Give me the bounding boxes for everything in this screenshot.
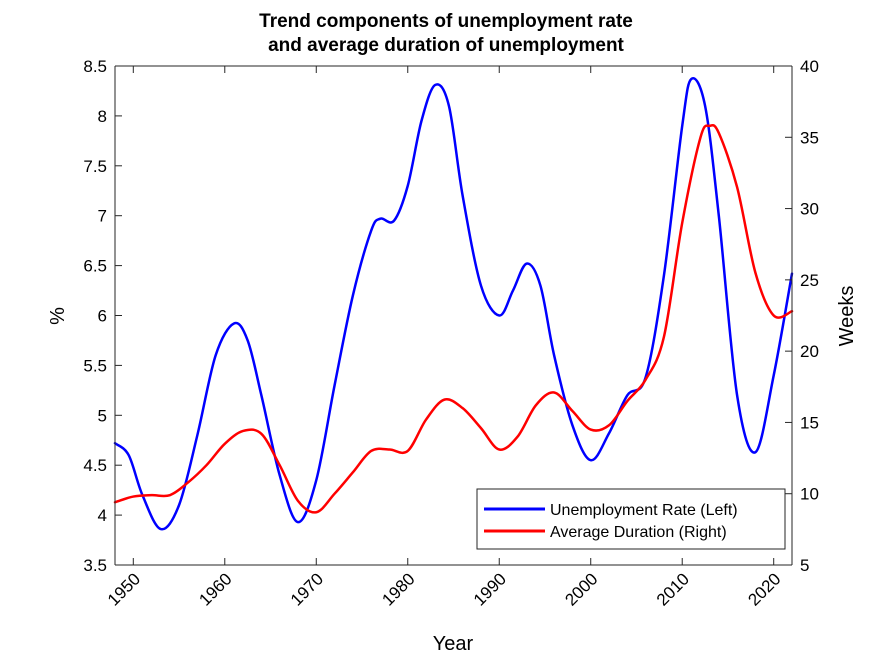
series-line-average-duration — [113, 123, 794, 514]
series-line-unemployment-rate — [113, 76, 794, 531]
y-right-tick-label-20: 20 — [800, 342, 819, 361]
y-left-tick-label-7.5: 7.5 — [83, 157, 107, 176]
y-right-tick-label-10: 10 — [800, 485, 819, 504]
y-left-tick-label-6: 6 — [98, 307, 107, 326]
legend-label-unemployment-rate: Unemployment Rate (Left) — [550, 502, 738, 519]
y-left-tick-label-6.5: 6.5 — [83, 257, 107, 276]
y-left-tick-label-8.5: 8.5 — [83, 57, 107, 76]
y-left-tick-label-4: 4 — [98, 506, 107, 525]
legend: Unemployment Rate (Left) Average Duratio… — [476, 488, 786, 550]
y-left-tick-label-5: 5 — [98, 406, 107, 425]
y-axis-left-label: % — [47, 307, 69, 325]
y-left-tick-label-4.5: 4.5 — [83, 456, 107, 475]
y-right-tick-label-35: 35 — [800, 128, 819, 147]
y-right-ticks: 5 10 15 20 25 30 35 40 — [785, 57, 819, 575]
x-axis-label: Year — [433, 633, 474, 655]
y-left-tick-label-3.5: 3.5 — [83, 556, 107, 575]
y-right-tick-label-40: 40 — [800, 57, 819, 76]
legend-label-average-duration: Average Duration (Right) — [550, 524, 727, 541]
y-right-tick-label-30: 30 — [800, 200, 819, 219]
chart-title-line-2: and average duration of unemployment — [268, 35, 624, 56]
y-axis-right-label: Weeks — [836, 286, 858, 347]
y-right-tick-label-5: 5 — [800, 556, 809, 575]
y-right-tick-label-25: 25 — [800, 271, 819, 290]
y-left-tick-label-7: 7 — [98, 207, 107, 226]
y-left-tick-label-5.5: 5.5 — [83, 356, 107, 375]
axes-frame — [114, 65, 793, 566]
chart-title-line-1: Trend components of unemployment rate — [259, 11, 633, 32]
y-left-ticks: 3.5 4 4.5 5 5.5 6 6.5 7 7.5 8 8.5 — [83, 57, 122, 575]
y-right-tick-label-15: 15 — [800, 413, 819, 432]
y-left-tick-label-8: 8 — [98, 107, 107, 126]
series-layer — [113, 76, 794, 531]
legend-box — [476, 488, 786, 550]
